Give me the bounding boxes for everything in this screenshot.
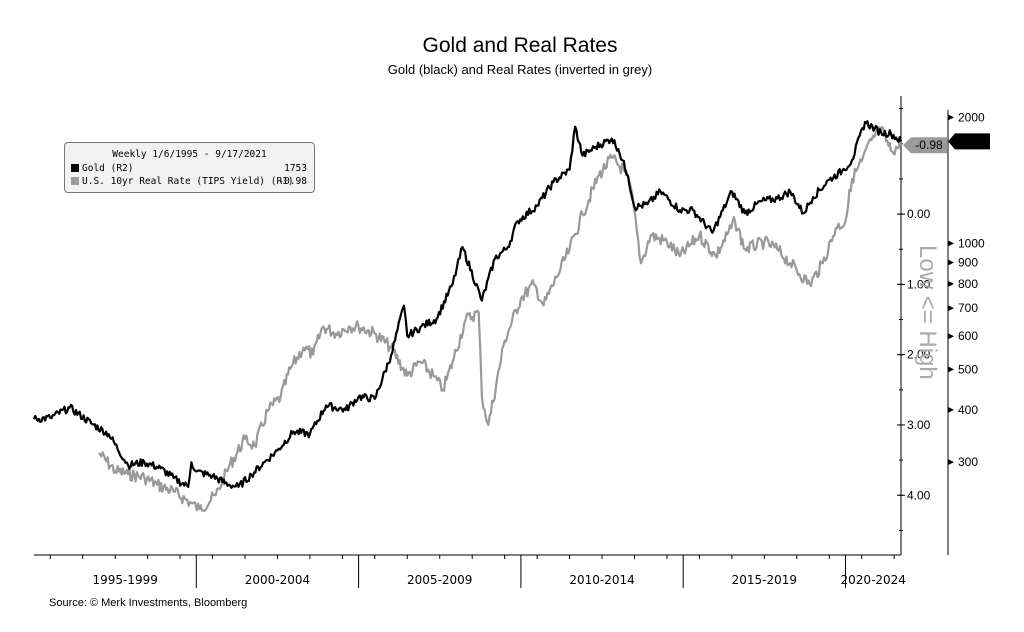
rate-series-line: [98, 125, 903, 512]
gold-tick-label: 700: [958, 301, 978, 315]
rate-tick-label: 4.00: [907, 488, 931, 502]
legend-label-rate: U.S. 10yr Real Rate (TIPS Yield) (R1): [82, 176, 294, 187]
legend-item-gold: Gold (R2) 1753: [71, 162, 307, 175]
gold-last-value-label: 1753: [960, 134, 987, 148]
gold-tick-label: 400: [958, 403, 978, 417]
chart-legend: Weekly 1/6/1995 - 9/17/2021 Gold (R2) 17…: [64, 142, 315, 193]
gold-tick-label: 1000: [958, 236, 985, 250]
rate-tick-label: 1.00: [907, 277, 931, 291]
gold-tick-label: 900: [958, 256, 978, 270]
gold-last-value-callout: [948, 133, 990, 150]
x-axis-ticks: 1995-1999 2000-2004 2005-2009 2010-2014 2015…: [49, 555, 906, 588]
gold-tick-label: 600: [958, 329, 978, 343]
gold-tick-mark: [948, 259, 954, 266]
legend-swatch-rate: [71, 177, 79, 185]
gold-tick-label: 2000: [958, 110, 985, 124]
gold-tick-label: 300: [958, 455, 978, 469]
gold-tick-mark: [948, 459, 954, 466]
gold-series-line: [32, 120, 903, 489]
gold-tick-mark: [948, 406, 954, 413]
chart-series: [32, 120, 903, 512]
last-value-callouts: -0.98 1753: [903, 133, 990, 154]
gold-tick-label: 800: [958, 277, 978, 291]
rate-last-value-callout: [903, 137, 947, 154]
chart-subtitle: Gold (black) and Real Rates (inverted in…: [387, 62, 653, 77]
legend-value-rate: -0.98: [278, 176, 307, 187]
x-period-label: 2010-2014: [569, 573, 634, 587]
source-note: Source: © Merk Investments, Bloomberg: [49, 597, 248, 609]
chart-title: Gold and Real Rates: [422, 34, 618, 57]
rate-tick-label: 0.00: [907, 207, 931, 221]
rate-axis-direction-note: Low <= High: [914, 245, 941, 380]
gold-tick-mark: [948, 366, 954, 373]
rate-axis-ticks: 0.00 1.00 2.00 3.00 4.00: [897, 108, 931, 531]
legend-swatch-gold: [71, 164, 79, 172]
legend-item-rate: U.S. 10yr Real Rate (TIPS Yield) (R1) -0…: [71, 175, 307, 188]
chart-axes: [34, 96, 949, 556]
rate-tick-label: 2.00: [907, 348, 931, 362]
legend-label-gold: Gold (R2): [82, 163, 134, 174]
gold-tick-mark: [948, 114, 954, 121]
legend-value-gold: 1753: [284, 163, 307, 174]
legend-header: Weekly 1/6/1995 - 9/17/2021: [112, 149, 267, 160]
x-period-label: 2000-2004: [245, 573, 310, 587]
gold-tick-mark: [948, 305, 954, 312]
gold-tick-mark: [948, 240, 954, 247]
gold-tick-label: 500: [958, 362, 978, 376]
x-period-label: 2005-2009: [407, 573, 472, 587]
gold-tick-mark: [948, 333, 954, 340]
gold-tick-mark: [948, 280, 954, 287]
x-period-label: 2015-2019: [732, 573, 797, 587]
x-period-label: 1995-1999: [92, 573, 157, 587]
rate-last-value-label: -0.98: [915, 138, 943, 152]
gold-axis-ticks: 2000 1000 900 800 700 600 500 400 300: [948, 110, 985, 469]
rate-tick-label: 3.00: [907, 418, 931, 432]
x-period-label: 2020-2024: [841, 573, 906, 587]
